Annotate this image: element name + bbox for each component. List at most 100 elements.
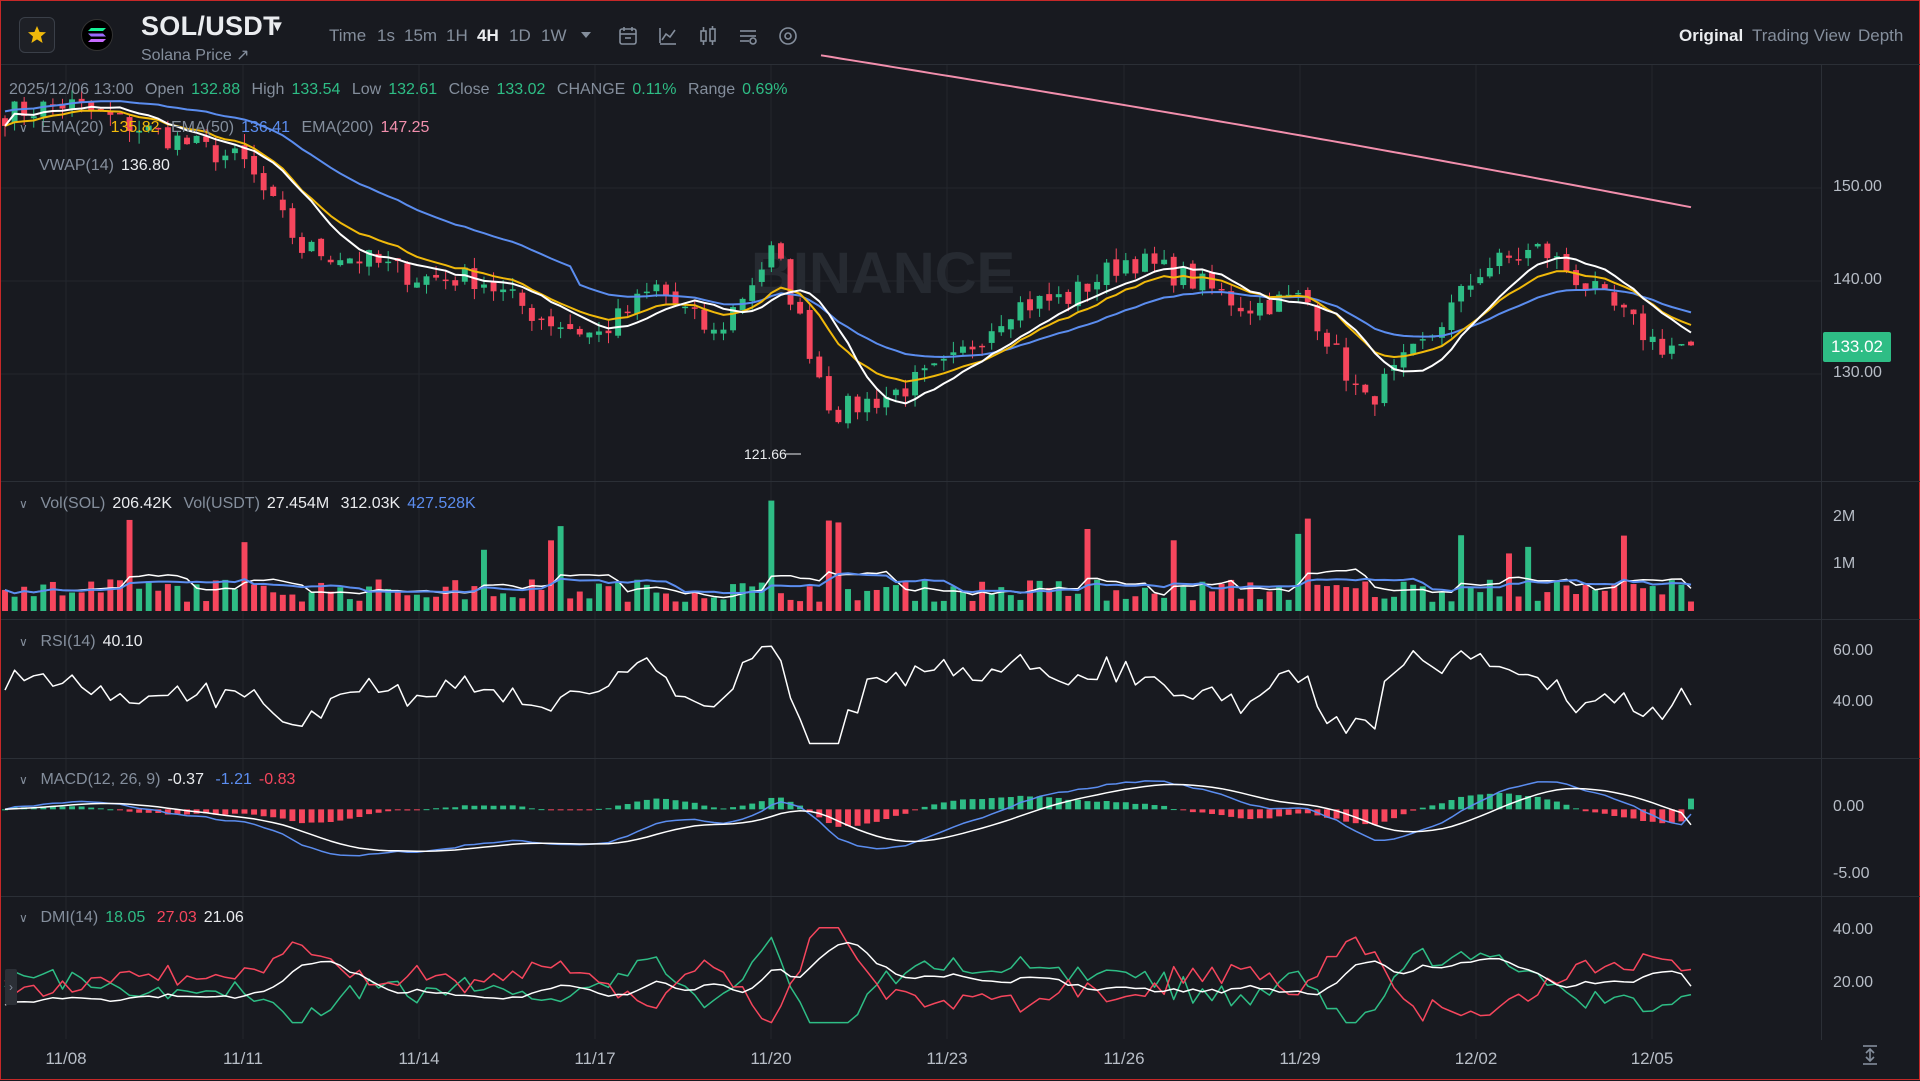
candle-body (452, 280, 459, 286)
more-timeframes-icon[interactable] (579, 28, 601, 50)
candle-body (298, 237, 305, 253)
macd-hist-bar (366, 809, 372, 815)
macd-hist-bar (739, 805, 746, 810)
volume-bar (643, 584, 650, 611)
tf-15m[interactable]: 15m (404, 26, 438, 45)
tf-time[interactable]: Time (329, 26, 367, 45)
volume-bar (1486, 579, 1493, 611)
volume-bar (1553, 580, 1560, 611)
ema-legend[interactable]: ∨ EMA(20) 135.82 EMA(50) 136.41 EMA(200) 14… (19, 119, 430, 136)
pair-title[interactable]: SOL/USDT (141, 11, 280, 41)
volume-bar (1506, 553, 1512, 611)
macd-hist-bar (1132, 803, 1139, 810)
tf-1h[interactable]: 1H (446, 26, 468, 45)
collapse-chevron-icon: ∨ (19, 911, 28, 925)
candle-body (1601, 284, 1608, 289)
macd-hist-bar (1180, 809, 1187, 811)
fit-screen-icon[interactable] (1861, 1045, 1879, 1070)
candle-body (1486, 267, 1493, 277)
candle-body (1141, 253, 1148, 272)
volume-bar (615, 582, 622, 611)
volume-bar (1141, 587, 1148, 611)
volume-bar (1563, 585, 1570, 611)
macd-hist-bar (40, 806, 47, 810)
indicator-icon[interactable] (657, 25, 679, 47)
candle-body (289, 208, 296, 238)
volume-bar (1659, 594, 1666, 611)
dmi-legend[interactable]: ∨ DMI(14) 18.05 27.03 21.06 (19, 909, 244, 926)
ohlc-close: 133.02 (496, 81, 546, 98)
ohlc-low: 132.61 (388, 81, 438, 98)
candle-body (1209, 272, 1215, 289)
volume-bar (538, 589, 545, 611)
macd-hist-bar (126, 809, 133, 812)
tf-1s[interactable]: 1s (377, 26, 395, 45)
candle-body (78, 98, 85, 103)
rsi-legend[interactable]: ∨ RSI(14) 40.10 (19, 633, 143, 650)
macd-hist-bar (940, 802, 947, 810)
macd-hist-bar (461, 805, 468, 810)
macd-hist-bar (931, 804, 938, 810)
macd-hist-bar (1170, 809, 1177, 811)
macd-hist-bar (471, 805, 478, 810)
tf-1w[interactable]: 1W (541, 26, 567, 45)
view-original[interactable]: Original (1679, 26, 1744, 45)
tf-4h[interactable]: 4H (477, 26, 499, 45)
separator-rsi[interactable] (1, 619, 1920, 620)
candle-body (777, 243, 784, 259)
macd-hist-bar (212, 809, 219, 815)
favorite-star-icon[interactable] (19, 17, 55, 53)
macd-hist-bar (1563, 804, 1570, 810)
candle-body (643, 291, 650, 294)
view-depth[interactable]: Depth (1858, 26, 1904, 45)
compare-icon[interactable] (697, 25, 719, 47)
candle-body (653, 284, 660, 292)
volume-bar (356, 600, 363, 611)
ema20-value: 135.82 (110, 119, 160, 136)
separator-dmi[interactable] (1, 896, 1920, 897)
settings-icon[interactable] (737, 25, 759, 47)
volume-bar (97, 592, 104, 611)
pair-subtitle-link[interactable]: Solana Price ↗ (141, 47, 250, 64)
macd-hist-bar (1573, 808, 1580, 810)
candle-body (959, 346, 966, 353)
candle-body (1295, 292, 1302, 295)
volume-legend[interactable]: ∨ Vol(SOL) 206.42K Vol(USDT) 27.454M 312.0… (19, 495, 476, 512)
ohlc-date: 2025/12/06 13:00 (9, 81, 134, 98)
volume-bar (720, 599, 727, 611)
separator-volume[interactable] (1, 481, 1920, 482)
volume-bar (1333, 585, 1340, 611)
history-icon[interactable] (777, 25, 799, 47)
macd-hist-bar (720, 808, 727, 810)
volume-bar (892, 585, 899, 611)
tf-1d[interactable]: 1D (509, 26, 531, 45)
macd-hist-bar (1362, 809, 1369, 825)
macd-hist-bar (988, 798, 995, 810)
volume-bar (1381, 598, 1388, 611)
macd-legend[interactable]: ∨ MACD(12, 26, 9) -0.37 -1.21 -0.83 (19, 771, 296, 788)
volume-bar (1295, 533, 1302, 611)
candle-body (1324, 332, 1330, 347)
macd-hist-bar (1525, 796, 1532, 810)
volume-bar (519, 598, 526, 611)
candle-body (902, 388, 909, 397)
volume-bar (212, 580, 219, 611)
candle-body (136, 130, 143, 133)
volume-bar (1276, 586, 1283, 611)
macd-hist-bar (260, 809, 267, 817)
price-tick: 130.00 (1833, 364, 1882, 381)
separator-macd[interactable] (1, 758, 1920, 759)
pair-dropdown-icon[interactable]: ▼ (270, 18, 285, 35)
macd-hist-bar (423, 809, 430, 811)
macd-hist-bar (97, 808, 104, 810)
volume-bar (758, 582, 765, 611)
candle-body (1592, 281, 1599, 290)
macd-hist-bar (1199, 809, 1206, 813)
candle-body (442, 279, 449, 282)
view-trading-view[interactable]: Trading View (1752, 26, 1851, 45)
volume-bar (184, 601, 190, 611)
expand-panel-icon[interactable]: › (5, 969, 17, 1005)
calendar-icon[interactable] (617, 25, 639, 47)
candle-body (126, 117, 133, 132)
